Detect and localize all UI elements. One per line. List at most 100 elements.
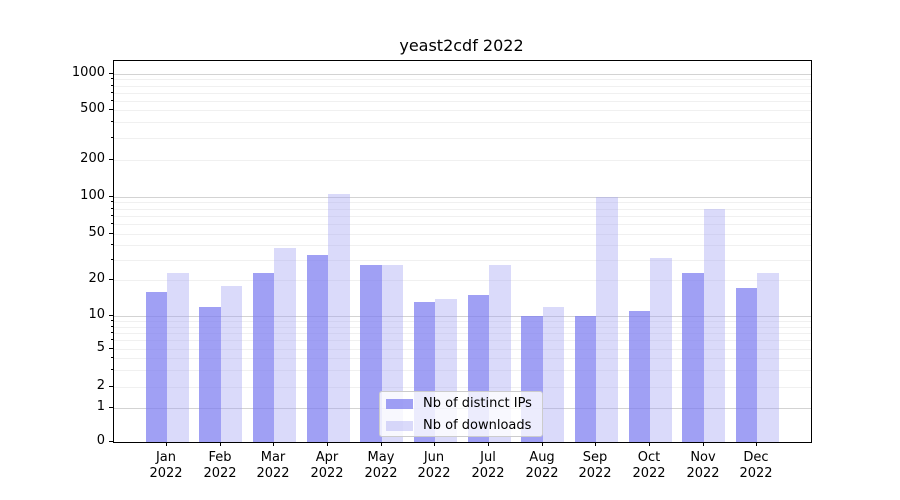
x-tick-aug [542,442,543,446]
grid-minor-2 [114,387,811,388]
legend-row-distinct-ips: Nb of distinct IPs [386,393,542,414]
bar-distinct-ips-apr [306,254,328,442]
y-minor-tick-6 [111,339,113,340]
x-tick-label-feb: Feb 2022 [203,450,237,481]
y-minor-tick-700 [111,92,113,93]
chart-title: yeast2cdf 2022 [399,36,524,55]
bar-downloads-nov [703,208,726,442]
grid-minor-40 [114,245,811,246]
x-tick-label-may: May 2022 [364,450,398,481]
y-minor-tick-3 [111,369,113,370]
bar-downloads-sep [596,196,618,442]
grid-minor-900 [114,79,811,80]
y-tick-label-20: 20 [88,271,105,286]
bar-distinct-ips-jan [145,291,167,442]
x-tick-label-sep: Sep 2022 [578,450,612,481]
bar-downloads-oct [650,258,672,442]
y-minor-tick-7 [111,332,113,333]
bar-distinct-ips-mar [252,273,275,442]
x-tick-label-nov: Nov 2022 [686,450,720,481]
grid-minor-80 [114,209,811,210]
y-minor-tick-60 [111,223,113,224]
x-tick-label-mar: Mar 2022 [256,450,290,481]
y-tick-label-5: 5 [96,340,105,355]
grid-minor-6 [114,340,811,341]
grid-minor-200 [114,160,811,161]
grid-minor-3 [114,370,811,371]
x-tick-may [381,442,382,446]
grid-major-100 [114,197,811,198]
y-tick-50 [109,233,113,234]
grid-minor-300 [114,138,811,139]
y-tick-0 [109,441,113,442]
x-tick-apr [327,442,328,446]
bar-downloads-dec [757,273,779,442]
grid-minor-9 [114,321,811,322]
y-minor-tick-8 [111,326,113,327]
grid-minor-20 [114,280,811,281]
bar-distinct-ips-may [360,264,382,442]
x-tick-sep [595,442,596,446]
x-tick-nov [703,442,704,446]
grid-minor-50 [114,234,811,235]
y-minor-tick-30 [111,259,113,260]
grid-minor-90 [114,202,811,203]
x-tick-label-jan: Jan 2022 [149,450,183,481]
grid-minor-60 [114,224,811,225]
x-tick-label-oct: Oct 2022 [632,450,666,481]
y-tick-500 [109,109,113,110]
grid-minor-70 [114,216,811,217]
bar-downloads-feb [220,285,243,442]
y-tick-1 [109,407,113,408]
grid-minor-600 [114,101,811,102]
grid-minor-700 [114,93,811,94]
x-tick-label-apr: Apr 2022 [310,450,344,481]
y-tick-20 [109,279,113,280]
bar-downloads-aug [542,306,565,442]
bar-distinct-ips-sep [574,316,597,442]
x-tick-mar [273,442,274,446]
grid-minor-30 [114,260,811,261]
bar-distinct-ips-feb [199,306,221,442]
y-tick-label-500: 500 [80,101,105,116]
y-tick-label-1: 1 [96,399,105,414]
grid-minor-5 [114,349,811,350]
bar-distinct-ips-nov [682,273,704,442]
x-tick-label-dec: Dec 2022 [739,450,773,481]
y-minor-tick-9 [111,320,113,321]
y-tick-label-200: 200 [80,151,105,166]
y-minor-tick-40 [111,244,113,245]
x-tick-label-aug: Aug 2022 [525,450,559,481]
plot-area [113,60,812,443]
bar-distinct-ips-oct [628,311,650,442]
legend-label-distinct-ips: Nb of distinct IPs [423,396,532,411]
y-minor-tick-900 [111,78,113,79]
y-minor-tick-600 [111,100,113,101]
y-minor-tick-4 [111,357,113,358]
y-tick-label-0: 0 [96,433,105,448]
grid-major-1000 [114,74,811,75]
legend-row-downloads: Nb of downloads [386,415,542,436]
y-minor-tick-70 [111,215,113,216]
x-tick-dec [756,442,757,446]
y-minor-tick-300 [111,137,113,138]
y-tick-200 [109,159,113,160]
y-tick-100 [109,196,113,197]
y-tick-label-1000: 1000 [71,65,105,80]
y-tick-label-2: 2 [96,378,105,393]
x-tick-oct [649,442,650,446]
grid-minor-400 [114,122,811,123]
y-tick-label-100: 100 [80,188,105,203]
y-tick-label-50: 50 [88,225,105,240]
x-tick-jan [166,442,167,446]
grid-minor-500 [114,110,811,111]
grid-minor-4 [114,358,811,359]
grid-minor-800 [114,86,811,87]
x-tick-feb [220,442,221,446]
x-tick-label-jul: Jul 2022 [471,450,505,481]
y-minor-tick-400 [111,121,113,122]
x-tick-label-jun: Jun 2022 [417,450,451,481]
x-tick-jul [488,442,489,446]
x-tick-jun [434,442,435,446]
